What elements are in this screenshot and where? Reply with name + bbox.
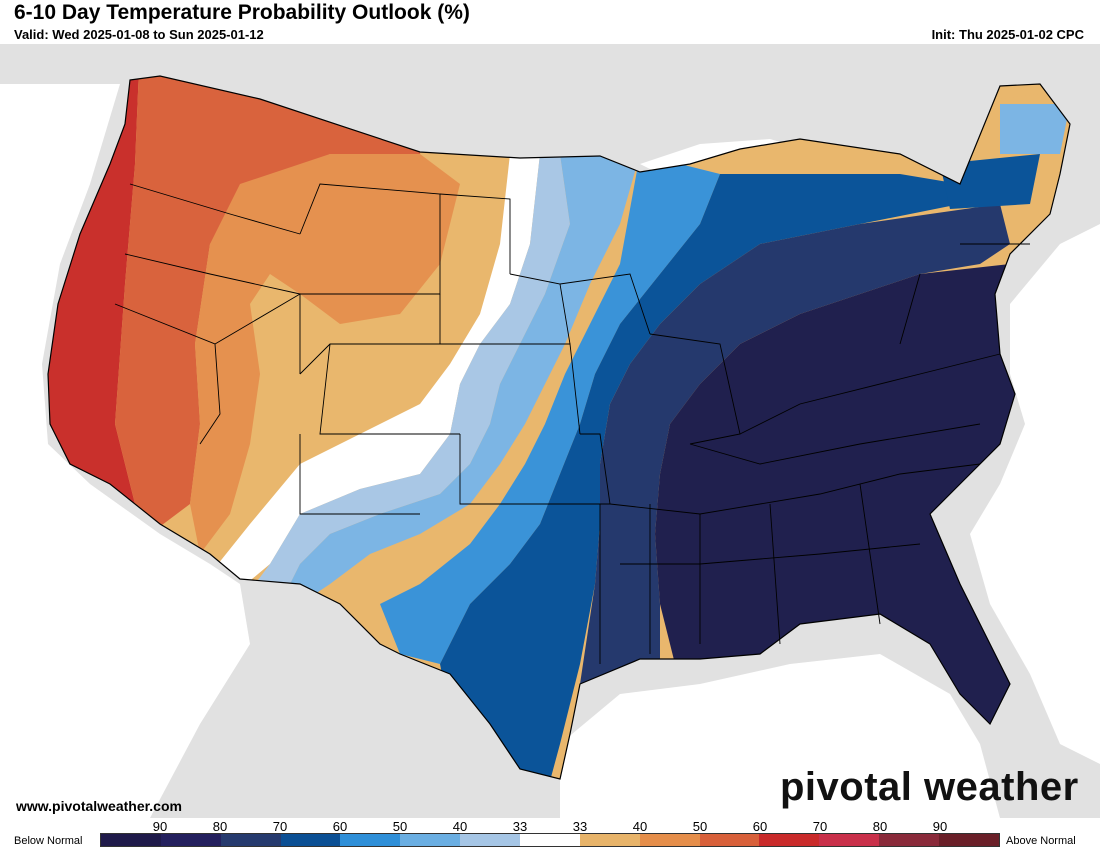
below-33-region [240,154,570,604]
legend-swatch [579,834,640,846]
gulf-of-mexico [560,654,1000,818]
legend-swatch [160,834,221,846]
near-normal-region [210,154,540,589]
legend-tick: 60 [752,819,768,834]
legend-tick: 90 [932,819,948,834]
legend-tick: 60 [332,819,348,834]
above-normal-label: Above Normal [1006,835,1076,847]
legend-swatch [819,834,880,846]
below-70-region [580,204,1010,704]
legend-ticks: 90 80 70 60 50 40 33 33 40 50 60 70 80 9… [100,818,1000,834]
valid-period: Valid: Wed 2025-01-08 to Sun 2025-01-12 [14,27,264,42]
pacific-ocean [0,84,250,818]
legend-tick: 90 [152,819,168,834]
above-40-region [190,154,460,554]
legend-swatch [939,834,999,846]
atlantic-ocean [970,224,1100,764]
legend-tick: 33 [512,819,528,834]
legend-swatch [101,834,161,846]
state-borders [114,183,1030,664]
legend-tick: 70 [812,819,828,834]
legend-tick: 80 [872,819,888,834]
legend-tick: 33 [572,819,588,834]
legend-swatch [699,834,760,846]
legend-color-bar [100,833,1000,847]
init-time: Init: Thu 2025-01-02 CPC [931,27,1084,42]
below-normal-label: Below Normal [14,835,83,847]
below-40-region [280,154,640,604]
legend-swatch [220,834,281,846]
legend-tick: 50 [692,819,708,834]
probability-legend: Below Normal Above Normal 90 80 70 60 50… [0,818,1100,850]
legend-swatch [280,834,341,846]
source-url: www.pivotalweather.com [16,798,182,814]
legend-tick: 70 [272,819,288,834]
outlook-map [0,44,1100,818]
legend-tick: 40 [452,819,468,834]
legend-tick: 40 [632,819,648,834]
legend-swatch [879,834,940,846]
above-50-region [115,76,430,534]
maine-below-region [1000,104,1070,154]
legend-swatch [340,834,401,846]
us-outline [47,75,1071,780]
map-title: 6-10 Day Temperature Probability Outlook… [14,1,470,24]
legend-swatch [639,834,700,846]
legend-swatch [460,834,521,846]
legend-tick: 80 [212,819,228,834]
brand-logo: pivotal weather [780,765,1079,809]
legend-tick: 50 [392,819,408,834]
legend-swatch [400,834,461,846]
legend-swatch [520,834,580,846]
below-60-region [440,174,1000,779]
legend-swatch [759,834,820,846]
below-50-region [380,154,720,664]
